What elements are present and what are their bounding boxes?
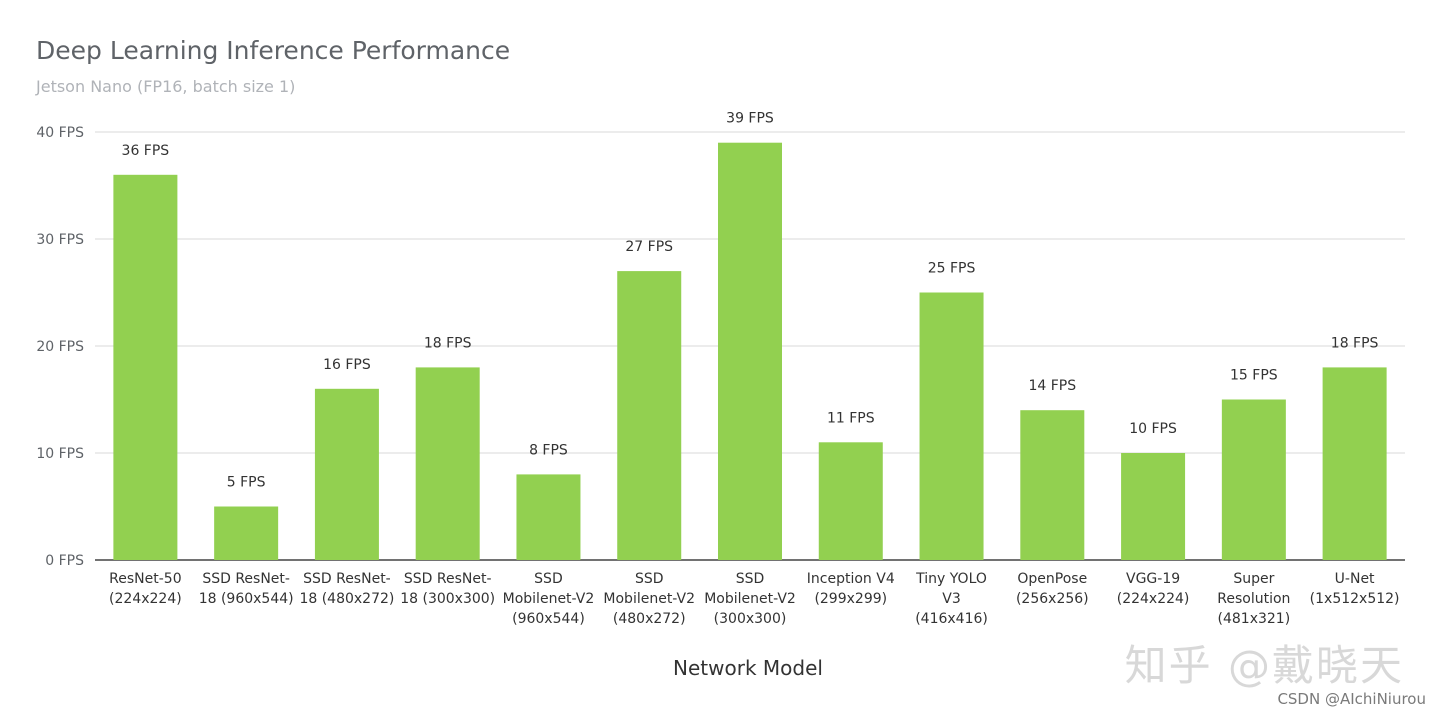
y-tick-label: 10 FPS [36, 446, 84, 462]
data-label: 18 FPS [1331, 335, 1379, 351]
x-tick-label: SSD Mobilenet-V2 (480x272) [603, 571, 695, 627]
watermark-csdn: CSDN @AIchiNiurou [1277, 690, 1426, 708]
x-tick-label: OpenPose (256x256) [1016, 571, 1089, 607]
x-tick-label: VGG-19 (224x224) [1117, 571, 1190, 607]
data-label: 16 FPS [323, 357, 371, 373]
x-tick-label: SSD Mobilenet-V2 (960x544) [503, 571, 595, 627]
y-axis-ticks: 0 FPS 10 FPS 20 FPS 30 FPS 40 FPS [36, 125, 84, 569]
x-tick-label: Super Resolution (481x321) [1217, 571, 1290, 627]
bar [919, 292, 984, 560]
bar [415, 367, 480, 560]
bar [1221, 399, 1286, 560]
data-label: 25 FPS [928, 261, 976, 277]
data-labels: 36 FPS 5 FPS 16 FPS 18 FPS 8 FPS 27 FPS 39 FPS… [122, 111, 1379, 491]
data-label: 10 FPS [1129, 421, 1177, 437]
bar [1121, 453, 1186, 560]
chart-subtitle: Jetson Nano (FP16, batch size 1) [36, 77, 296, 96]
bar [1322, 367, 1387, 560]
bar [314, 388, 379, 560]
x-tick-label: Inception V4 (299x299) [807, 571, 895, 607]
x-tick-label: SSD ResNet-18 (300x300) [400, 571, 495, 607]
bar [214, 506, 279, 560]
data-label: 8 FPS [529, 442, 568, 458]
bar [1020, 410, 1085, 560]
x-axis-ticks: ResNet-50 (224x224) SSD ResNet-18 (960x544… [109, 571, 1399, 627]
y-tick-label: 30 FPS [36, 232, 84, 248]
x-tick-label: SSD ResNet-18 (960x544) [199, 571, 294, 607]
x-tick-label: U-Net (1x512x512) [1310, 571, 1400, 607]
y-tick-label: 20 FPS [36, 339, 84, 355]
data-label: 11 FPS [827, 410, 875, 426]
data-label: 5 FPS [227, 475, 266, 491]
bars [113, 142, 1387, 561]
bar [818, 442, 883, 560]
bar [516, 474, 581, 560]
watermark-zhihu: 知乎 @戴晓天 [1124, 641, 1404, 690]
bar [113, 174, 178, 561]
data-label: 27 FPS [625, 239, 673, 255]
data-label: 36 FPS [122, 143, 170, 159]
x-tick-label: SSD Mobilenet-V2 (300x300) [704, 571, 796, 627]
data-label: 15 FPS [1230, 368, 1278, 384]
x-tick-label: SSD ResNet-18 (480x272) [299, 571, 394, 607]
bar [718, 142, 782, 560]
chart-title: Deep Learning Inference Performance [36, 36, 511, 65]
y-tick-label: 0 FPS [45, 553, 84, 569]
x-tick-label: ResNet-50 (224x224) [109, 571, 182, 607]
x-tick-label: Tiny YOLO V3 (416x416) [915, 571, 988, 627]
data-label: 39 FPS [726, 111, 774, 127]
data-label: 14 FPS [1028, 378, 1076, 394]
y-tick-label: 40 FPS [36, 125, 84, 141]
x-axis-label: Network Model [673, 656, 823, 680]
bar [617, 271, 682, 560]
data-label: 18 FPS [424, 335, 472, 351]
